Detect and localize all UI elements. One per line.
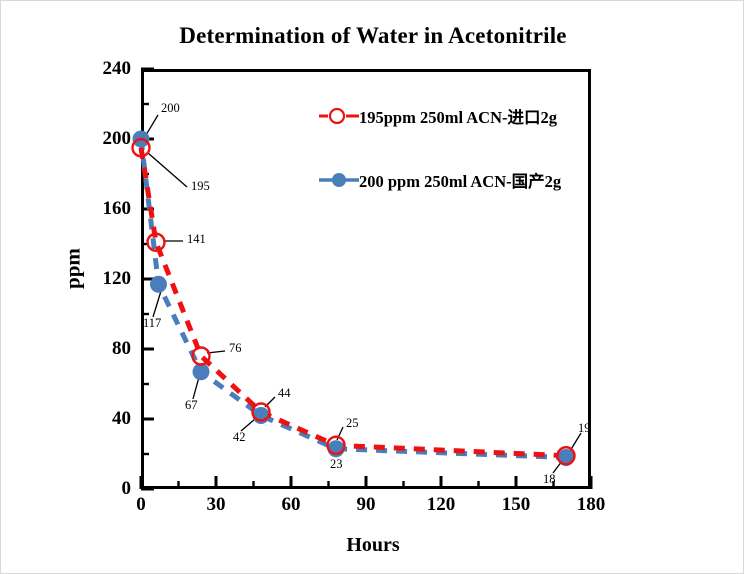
x-tick-90: 90 xyxy=(356,494,376,515)
annotation-195: 195 xyxy=(191,179,210,193)
data-point-red-25 xyxy=(326,435,346,455)
y-tick-0: 0 xyxy=(121,478,132,499)
annotation-25: 25 xyxy=(346,416,359,430)
page-title: Determination of Water in Acetonitrile xyxy=(179,23,567,48)
y-tick-40: 40 xyxy=(112,408,131,429)
x-tick-0: 0 xyxy=(136,494,146,515)
plot-area: 200 195 141 117 76 67 44 42 25 23 19 18 xyxy=(131,67,593,491)
y-tick-240: 240 xyxy=(102,58,132,79)
legend-label-blue: 200 ppm 250ml ACN-国产2g xyxy=(359,172,562,191)
data-point-red-195 xyxy=(131,138,151,158)
y-tick-80: 80 xyxy=(112,338,131,359)
x-tick-30: 30 xyxy=(206,494,226,515)
y-axis-tick-labels: 240 200 160 120 80 40 0 xyxy=(83,58,132,499)
x-tick-120: 120 xyxy=(426,494,456,515)
x-axis-tick-labels: 0 30 60 90 120 150 180 xyxy=(136,494,605,524)
y-tick-120: 120 xyxy=(102,268,132,289)
annotation-18: 18 xyxy=(543,472,556,486)
y-tick-160: 160 xyxy=(102,198,132,219)
x-tick-60: 60 xyxy=(281,494,301,515)
annotation-200: 200 xyxy=(161,101,180,115)
annotation-141: 141 xyxy=(187,232,206,246)
y-tick-200: 200 xyxy=(102,128,132,149)
series-red-line xyxy=(138,147,567,459)
x-axis-major-ticks xyxy=(139,476,593,489)
data-point-red-76 xyxy=(191,346,211,366)
data-point-blue-67 xyxy=(192,363,210,381)
data-point-red-141 xyxy=(146,232,166,252)
plot-svg xyxy=(131,67,593,491)
y-axis-title: ppm xyxy=(60,248,85,289)
annotation-67: 67 xyxy=(185,398,198,412)
legend-label-red: 195ppm 250ml ACN-进口2g xyxy=(359,108,558,127)
data-point-blue-117 xyxy=(150,275,167,293)
series-blue-line xyxy=(138,138,567,460)
legend-item-red[interactable]: 195ppm 250ml ACN-进口2g xyxy=(319,101,589,131)
x-axis-title: Hours xyxy=(346,534,400,556)
legend-marker-filled-circle-icon xyxy=(319,170,359,190)
annotation-76: 76 xyxy=(229,341,242,355)
legend-item-blue[interactable]: 200 ppm 250ml ACN-国产2g xyxy=(319,165,589,195)
chart-legend: 195ppm 250ml ACN-进口2g 200 ppm 250ml ACN-… xyxy=(319,101,589,195)
annotation-117: 117 xyxy=(143,316,162,330)
annotation-44: 44 xyxy=(278,386,291,400)
annotation-42: 42 xyxy=(233,430,246,444)
annotation-19: 19 xyxy=(578,421,591,435)
annotation-23: 23 xyxy=(330,457,343,471)
x-axis-minor-ticks xyxy=(177,481,555,489)
legend-marker-open-circle-icon xyxy=(319,106,359,126)
data-point-red-19 xyxy=(556,446,576,466)
x-tick-180: 180 xyxy=(576,494,606,515)
series-red-markers xyxy=(131,138,576,466)
data-point-red-44 xyxy=(251,402,271,422)
x-tick-150: 150 xyxy=(501,494,531,515)
